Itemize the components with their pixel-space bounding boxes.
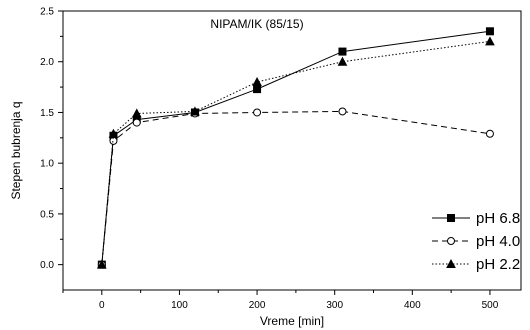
y-tick-label: 0.0 (40, 260, 54, 271)
legend-label: pH 6.8 (476, 210, 520, 227)
data-point (96, 259, 107, 269)
data-point (253, 85, 262, 94)
legend-item: pH 4.0 (432, 233, 520, 250)
x-tick-label: 200 (249, 300, 266, 311)
data-point (131, 108, 142, 118)
data-point (108, 128, 119, 138)
series-line (101, 40, 490, 265)
x-axis-title: Vreme [min] (260, 314, 324, 328)
data-point (338, 107, 347, 116)
plot-frame (62, 10, 522, 291)
series-layer (96, 27, 495, 269)
y-axis-title: Stepen bubrenja q (9, 101, 23, 199)
legend-label: pH 2.2 (476, 256, 520, 273)
y-tick-label: 1.5 (40, 108, 54, 119)
legend-item: pH 6.8 (432, 210, 520, 227)
legend: pH 6.8 pH 4.0 pH 2.2 (432, 210, 520, 273)
data-point (337, 56, 348, 66)
x-tick-label: 300 (326, 300, 343, 311)
x-tick-label: 500 (482, 300, 499, 311)
series-0 (97, 27, 494, 269)
series-1 (97, 107, 494, 269)
y-tick-label: 2.5 (40, 7, 54, 18)
series-2 (96, 36, 495, 269)
axes: 0.0 0.5 1.0 1.5 2.0 2.5 0 100 200 300 400 500 (40, 7, 522, 311)
y-tick-label: 0.5 (40, 209, 54, 220)
y-tick-label: 1.0 (40, 159, 54, 170)
x-tick-label: 0 (99, 300, 105, 311)
x-tick-label: 100 (171, 300, 188, 311)
data-point (132, 118, 141, 127)
series-line (101, 110, 490, 265)
data-point (447, 237, 455, 245)
series-line (101, 30, 490, 265)
y-tick-label: 2.0 (40, 57, 54, 68)
data-point (447, 214, 455, 222)
data-point (190, 106, 200, 116)
legend-item: pH 2.2 (432, 256, 520, 273)
chart-title: NIPAM/IK (85/15) (210, 17, 303, 31)
data-point (253, 108, 262, 117)
data-point (252, 76, 262, 87)
x-tick-label: 400 (404, 300, 421, 311)
data-point (446, 258, 456, 268)
data-point (485, 27, 494, 36)
data-point (485, 36, 495, 46)
data-point (338, 47, 347, 56)
data-point (485, 129, 494, 138)
legend-label: pH 4.0 (476, 233, 520, 250)
